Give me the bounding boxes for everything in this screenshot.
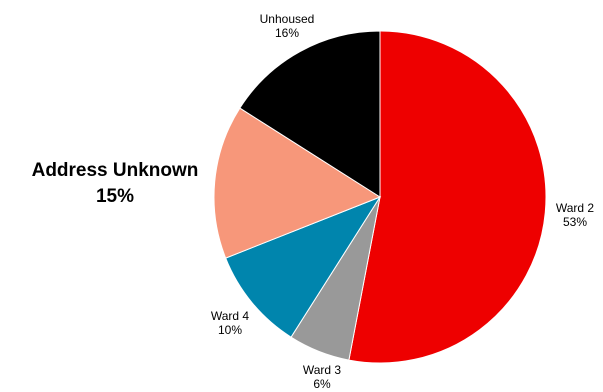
slice-label-ward-3: Ward 3 6% xyxy=(303,363,342,391)
slice-value: 15% xyxy=(96,186,134,207)
slice-value: 10% xyxy=(218,323,242,337)
slice-name: Unhoused xyxy=(260,12,315,26)
slices-layer xyxy=(213,30,547,364)
pie-slice-address-unknown xyxy=(213,107,382,259)
slice-name: Ward 2 xyxy=(556,201,595,215)
slice-label-ward-4: Ward 4 10% xyxy=(211,309,250,337)
pie-slice-unhoused xyxy=(239,30,381,198)
labels-layer: Ward 2 53% Ward 3 6% Ward 4 10% Address Unknow… xyxy=(32,12,595,391)
slice-name: Address Unknown xyxy=(32,160,199,181)
slice-label-unhoused: Unhoused 16% xyxy=(260,12,315,40)
slice-name: Ward 3 xyxy=(303,363,342,377)
slice-label-address-unknown: Address Unknown 15% xyxy=(32,160,199,207)
pie-slice-ward-2 xyxy=(348,30,547,364)
slice-name: Ward 4 xyxy=(211,309,250,323)
slice-value: 6% xyxy=(313,377,331,391)
slice-value: 53% xyxy=(563,215,587,229)
slice-value: 16% xyxy=(275,26,299,40)
slice-label-ward-2: Ward 2 53% xyxy=(556,201,595,229)
pie-slice-ward-4 xyxy=(225,195,382,338)
